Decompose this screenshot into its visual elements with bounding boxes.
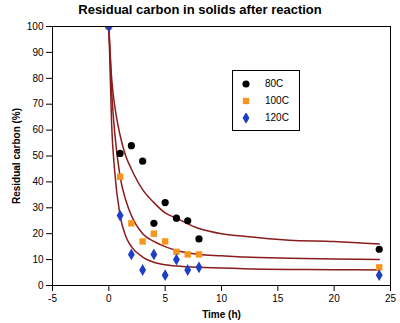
html-text:100C: 100C — [265, 95, 289, 106]
svg-text:40: 40 — [32, 176, 44, 187]
svg-text:80: 80 — [32, 73, 44, 84]
svg-text:100: 100 — [27, 21, 44, 32]
svg-text:10: 10 — [216, 293, 228, 304]
svg-text:Residual carbon (%): Residual carbon (%) — [11, 108, 22, 204]
html-text:120C: 120C — [265, 112, 289, 123]
html-text:80C: 80C — [265, 78, 284, 89]
svg-text:50: 50 — [32, 150, 44, 161]
svg-text:0: 0 — [38, 280, 44, 291]
svg-text:30: 30 — [32, 202, 44, 213]
svg-text:20: 20 — [329, 293, 341, 304]
html-text:Residual carbon in solids afte: Residual carbon in solids after reaction — [78, 2, 322, 17]
svg-text:20: 20 — [32, 228, 44, 239]
svg-text:70: 70 — [32, 98, 44, 109]
svg-text:0: 0 — [106, 293, 112, 304]
svg-text:10: 10 — [32, 254, 44, 265]
svg-text:90: 90 — [32, 47, 44, 58]
svg-text:5: 5 — [162, 293, 168, 304]
svg-text:Time (h): Time (h) — [202, 309, 241, 320]
svg-text:60: 60 — [32, 124, 44, 135]
svg-text:15: 15 — [272, 293, 284, 304]
svg-text:25: 25 — [385, 293, 397, 304]
svg-text:-5: -5 — [48, 293, 57, 304]
